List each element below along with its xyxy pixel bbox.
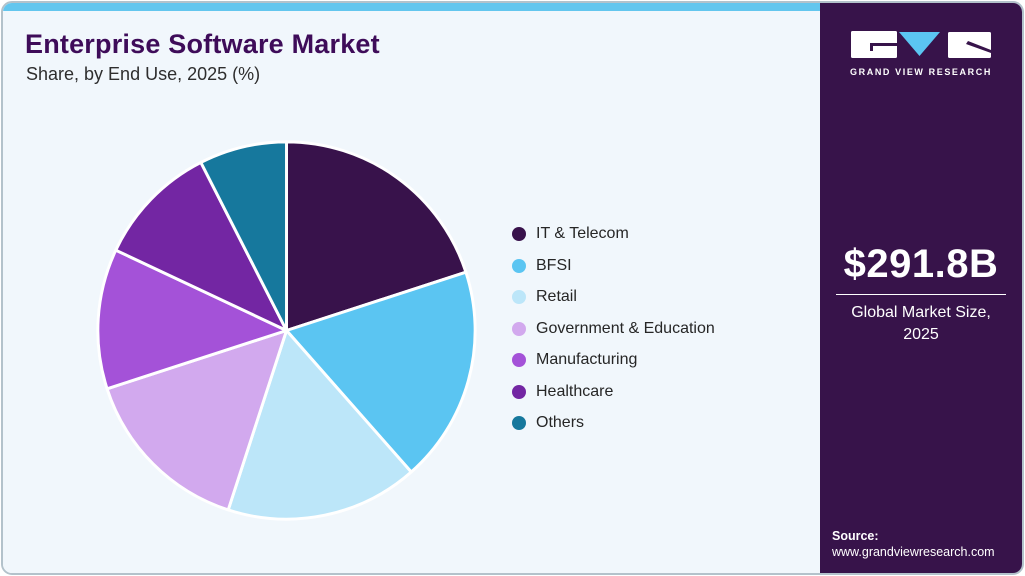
brand-name: GRAND VIEW RESEARCH <box>850 67 992 77</box>
legend-dot-icon <box>512 258 526 273</box>
source-block: Source: www.grandviewresearch.com <box>832 529 995 559</box>
page-subtitle: Share, by End Use, 2025 (%) <box>26 64 261 84</box>
stat-divider <box>836 294 1006 295</box>
pie-chart <box>96 140 477 521</box>
legend-dot-icon <box>512 290 526 304</box>
pie-slice-others <box>199 140 288 332</box>
legend-item-it-telecom: IT & Telecom <box>512 225 715 242</box>
legend-item-healthcare: Healthcare <box>512 382 715 400</box>
legend-label: BFSI <box>536 256 572 274</box>
legend-label: Government & Education <box>536 319 715 337</box>
legend-item-bfsi: BFSI <box>512 256 715 274</box>
legend: IT & Telecom BFSI Retail Government & Educa… <box>512 225 715 431</box>
pie-slice-healthcare <box>114 160 288 332</box>
pie-slice-retail <box>226 329 413 521</box>
legend-item-retail: Retail <box>512 288 715 305</box>
legend-item-government-education: Government & Education <box>512 319 715 337</box>
legend-item-others: Others <box>512 414 715 431</box>
source-label: Source: <box>832 529 879 543</box>
legend-label: Healthcare <box>536 382 614 400</box>
chart-panel: Enterprise Software Market Share, by End… <box>3 3 820 573</box>
sidebar: GRAND VIEW RESEARCH $291.8B Global Marke… <box>820 3 1022 573</box>
legend-dot-icon <box>512 384 526 399</box>
legend-label: Retail <box>536 288 577 305</box>
pie-slice-it-telecom <box>285 140 468 332</box>
source-url: www.grandviewresearch.com <box>832 545 995 559</box>
legend-label: Others <box>536 414 585 431</box>
brand-block: GRAND VIEW RESEARCH <box>820 30 1022 77</box>
gvr-logo-icon <box>851 31 991 58</box>
pie-chart-container <box>90 134 483 527</box>
page-title: Enterprise Software Market <box>25 29 380 59</box>
legend-label: IT & Telecom <box>536 225 629 242</box>
top-accent-bar <box>3 3 820 11</box>
pie-slice-manufacturing <box>96 248 288 391</box>
market-size-label: Global Market Size, 2025 <box>851 304 991 343</box>
legend-dot-icon <box>512 321 526 336</box>
legend-label: Manufacturing <box>536 351 638 368</box>
market-size-value: $291.8B <box>843 242 999 286</box>
legend-dot-icon <box>512 353 526 367</box>
market-size-block: $291.8B Global Market Size, 2025 <box>820 242 1022 345</box>
legend-dot-icon <box>512 227 526 241</box>
pie-slice-bfsi <box>285 270 477 474</box>
legend-dot-icon <box>512 416 526 430</box>
legend-item-manufacturing: Manufacturing <box>512 351 715 368</box>
